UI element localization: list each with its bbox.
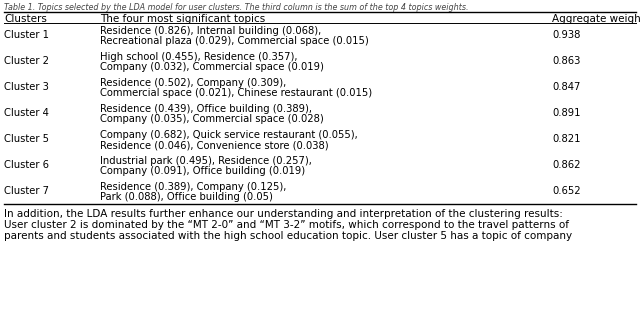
Text: Residence (0.439), Office building (0.389),: Residence (0.439), Office building (0.38…	[100, 104, 312, 114]
Text: Aggregate weights: Aggregate weights	[552, 14, 640, 24]
Text: Table 1. Topics selected by the LDA model for user clusters. The third column is: Table 1. Topics selected by the LDA mode…	[4, 3, 468, 12]
Text: Cluster 6: Cluster 6	[4, 160, 49, 170]
Text: Recreational plaza (0.029), Commercial space (0.015): Recreational plaza (0.029), Commercial s…	[100, 36, 369, 46]
Text: Company (0.035), Commercial space (0.028): Company (0.035), Commercial space (0.028…	[100, 114, 324, 124]
Text: 0.652: 0.652	[552, 186, 580, 196]
Text: Cluster 3: Cluster 3	[4, 82, 49, 92]
Text: Residence (0.826), Internal building (0.068),: Residence (0.826), Internal building (0.…	[100, 26, 321, 36]
Text: Cluster 7: Cluster 7	[4, 186, 49, 196]
Text: Residence (0.046), Convenience store (0.038): Residence (0.046), Convenience store (0.…	[100, 140, 328, 150]
Text: Clusters: Clusters	[4, 14, 47, 24]
Text: parents and students associated with the high school education topic. User clust: parents and students associated with the…	[4, 231, 572, 241]
Text: Cluster 4: Cluster 4	[4, 108, 49, 118]
Text: User cluster 2 is dominated by the “MT 2-0” and “MT 3-2” motifs, which correspon: User cluster 2 is dominated by the “MT 2…	[4, 220, 569, 230]
Text: High school (0.455), Residence (0.357),: High school (0.455), Residence (0.357),	[100, 52, 298, 62]
Text: Industrial park (0.495), Residence (0.257),: Industrial park (0.495), Residence (0.25…	[100, 156, 312, 166]
Text: Cluster 2: Cluster 2	[4, 56, 49, 66]
Text: Company (0.091), Office building (0.019): Company (0.091), Office building (0.019)	[100, 166, 305, 176]
Text: Company (0.682), Quick service restaurant (0.055),: Company (0.682), Quick service restauran…	[100, 130, 358, 140]
Text: 0.847: 0.847	[552, 82, 580, 92]
Text: Park (0.088), Office building (0.05): Park (0.088), Office building (0.05)	[100, 192, 273, 202]
Text: Residence (0.389), Company (0.125),: Residence (0.389), Company (0.125),	[100, 182, 286, 192]
Text: Cluster 1: Cluster 1	[4, 30, 49, 40]
Text: Company (0.032), Commercial space (0.019): Company (0.032), Commercial space (0.019…	[100, 62, 324, 72]
Text: 0.891: 0.891	[552, 108, 580, 118]
Text: Commercial space (0.021), Chinese restaurant (0.015): Commercial space (0.021), Chinese restau…	[100, 88, 372, 98]
Text: The four most significant topics: The four most significant topics	[100, 14, 265, 24]
Text: 0.821: 0.821	[552, 134, 580, 144]
Text: 0.862: 0.862	[552, 160, 580, 170]
Text: Residence (0.502), Company (0.309),: Residence (0.502), Company (0.309),	[100, 78, 286, 88]
Text: Cluster 5: Cluster 5	[4, 134, 49, 144]
Text: In addition, the LDA results further enhance our understanding and interpretatio: In addition, the LDA results further enh…	[4, 209, 563, 219]
Text: 0.938: 0.938	[552, 30, 580, 40]
Text: 0.863: 0.863	[552, 56, 580, 66]
